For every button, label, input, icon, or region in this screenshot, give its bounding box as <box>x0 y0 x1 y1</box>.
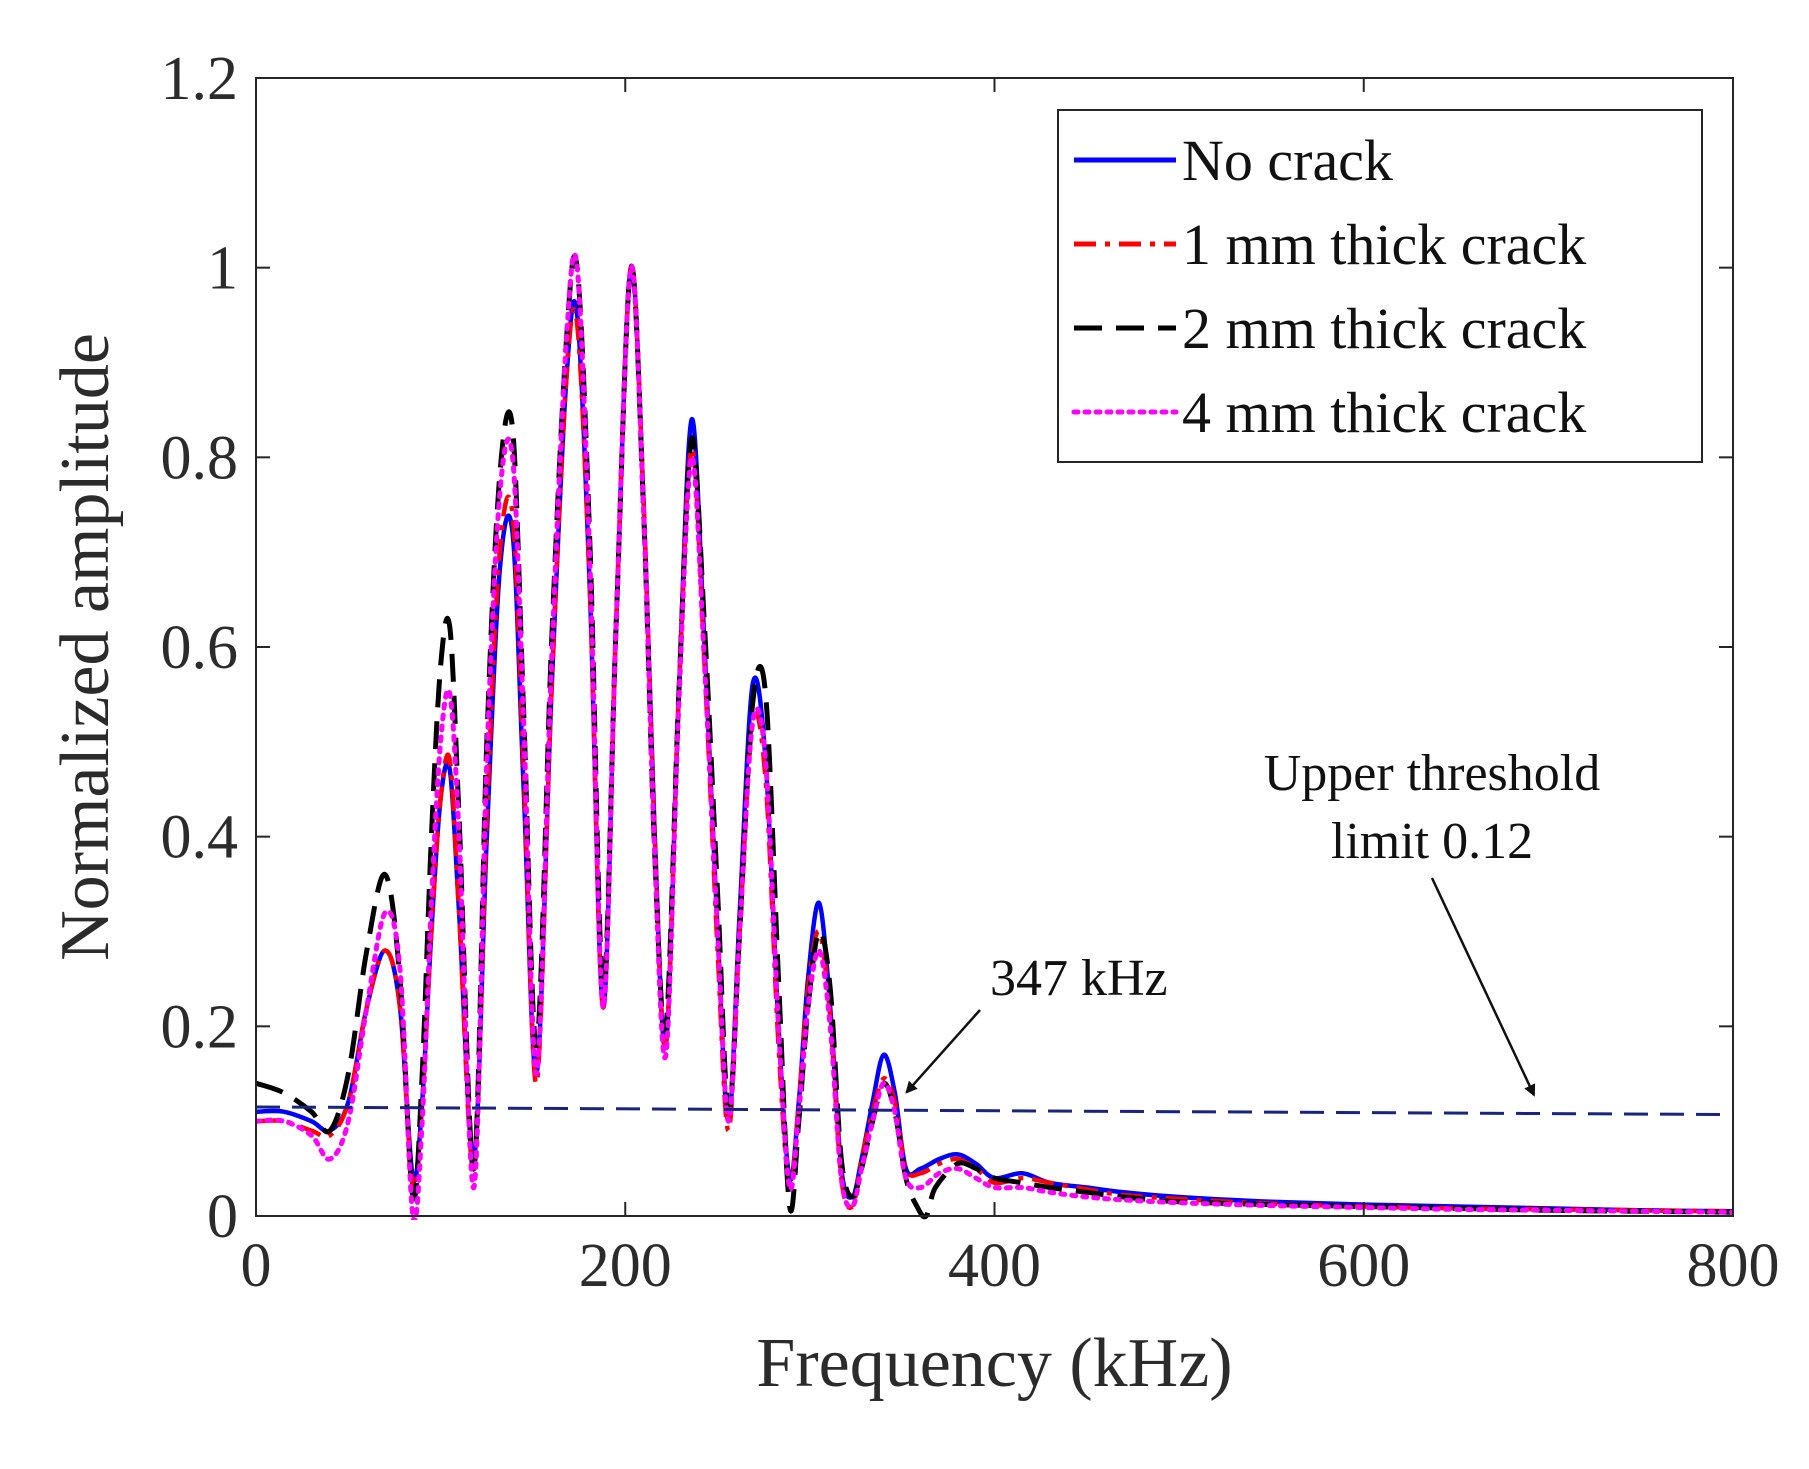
y-tick-label: 0.6 <box>161 614 239 682</box>
legend-label: 4 mm thick crack <box>1182 380 1586 445</box>
x-tick-label: 600 <box>1317 1232 1410 1300</box>
annotation-threshold-line2: limit 0.12 <box>1331 813 1533 870</box>
legend-box <box>1057 109 1703 463</box>
axes: 0 200 400 600 800 0 0.2 0.4 0.6 0.8 1 1.2 Frequency … <box>47 45 1780 1402</box>
y-tick-label: 0 <box>207 1183 238 1251</box>
legend-label: No crack <box>1182 128 1393 193</box>
legend-label: 2 mm thick crack <box>1182 296 1586 361</box>
annotation-arrow-threshold <box>1430 877 1536 1097</box>
y-axis-title: Normalized amplitude <box>47 333 124 961</box>
threshold-line <box>256 1105 1733 1117</box>
x-tick-label: 400 <box>948 1232 1041 1300</box>
annotation-347khz: 347 kHz <box>990 950 1168 1007</box>
y-tick-label: 0.2 <box>161 993 239 1061</box>
x-axis-title: Frequency (kHz) <box>756 1325 1232 1402</box>
annotation-arrow-347khz <box>905 1009 981 1094</box>
y-tick-label: 1 <box>207 235 238 303</box>
x-tick-label: 200 <box>579 1232 672 1300</box>
legend: No crack 1 mm thick crack 2 mm thick crack… <box>1057 109 1703 463</box>
annotations: 347 kHz Upper threshold limit 0.12 <box>905 745 1600 1097</box>
legend-label: 1 mm thick crack <box>1182 212 1586 277</box>
annotation-threshold-line1: Upper threshold <box>1264 745 1600 802</box>
x-tick-label: 800 <box>1687 1232 1780 1300</box>
y-tick-label: 0.8 <box>161 424 239 492</box>
series-line-4-mm-thick-crack <box>256 251 1733 1220</box>
y-tick-label: 1.2 <box>161 45 239 113</box>
y-tick-label: 0.4 <box>161 804 239 872</box>
x-tick-label: 0 <box>241 1232 272 1300</box>
